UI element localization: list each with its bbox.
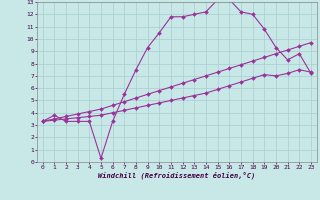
- X-axis label: Windchill (Refroidissement éolien,°C): Windchill (Refroidissement éolien,°C): [98, 171, 255, 179]
